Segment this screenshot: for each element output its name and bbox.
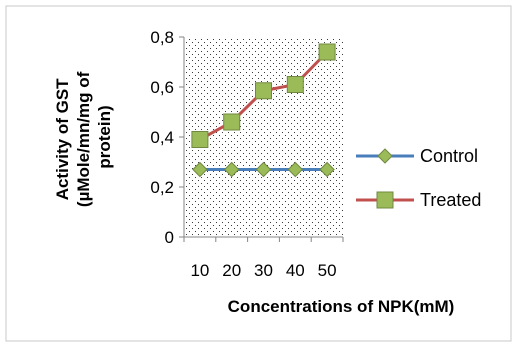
data-point-treated bbox=[255, 82, 272, 100]
x-tick-label: 10 bbox=[190, 261, 209, 280]
data-point-control bbox=[255, 161, 272, 178]
y-tick-label: 0,2 bbox=[150, 178, 174, 197]
y-tick-label: 0,8 bbox=[150, 28, 174, 47]
y-axis-title-line-1: Activity of GST bbox=[53, 78, 72, 200]
data-point-treated bbox=[191, 131, 209, 148]
data-point-control bbox=[192, 161, 208, 178]
plot-area bbox=[184, 37, 343, 237]
x-tick-label: 30 bbox=[254, 261, 273, 280]
y-axis-title: Activity of GST (µMole/mn/mg of protein) bbox=[53, 67, 114, 207]
legend-item-treated: Treated bbox=[356, 190, 481, 210]
y-axis-title-line-2: (µMole/mn/mg of bbox=[74, 71, 93, 207]
series-treated bbox=[191, 43, 336, 148]
series-control bbox=[192, 161, 335, 178]
data-point-control bbox=[223, 161, 240, 178]
legend-marker-control bbox=[377, 148, 393, 164]
legend-label-treated: Treated bbox=[420, 190, 481, 210]
x-tick-label: 20 bbox=[222, 261, 241, 280]
y-tick-label: 0 bbox=[165, 228, 174, 247]
y-axis: 0 0,2 0,4 0,6 0,8 bbox=[150, 28, 185, 247]
legend: Control Treated bbox=[356, 146, 481, 210]
x-tick-label: 50 bbox=[318, 261, 337, 280]
x-tick-label: 40 bbox=[286, 261, 305, 280]
x-axis: 10 20 30 40 50 bbox=[183, 236, 344, 280]
legend-marker-treated bbox=[376, 191, 394, 209]
data-point-treated bbox=[286, 76, 304, 93]
data-point-control bbox=[319, 161, 335, 178]
legend-item-control: Control bbox=[356, 146, 478, 166]
data-point-treated bbox=[318, 43, 336, 61]
y-tick-label: 0,4 bbox=[150, 128, 174, 147]
y-axis-title-line-3: protein) bbox=[95, 105, 114, 168]
legend-label-control: Control bbox=[420, 146, 478, 166]
y-tick-label: 0,6 bbox=[150, 78, 174, 97]
data-point-treated bbox=[223, 113, 241, 131]
series-layer bbox=[191, 43, 336, 178]
data-point-control bbox=[287, 161, 304, 178]
x-axis-title: Concentrations of NPK(mM) bbox=[228, 297, 455, 316]
